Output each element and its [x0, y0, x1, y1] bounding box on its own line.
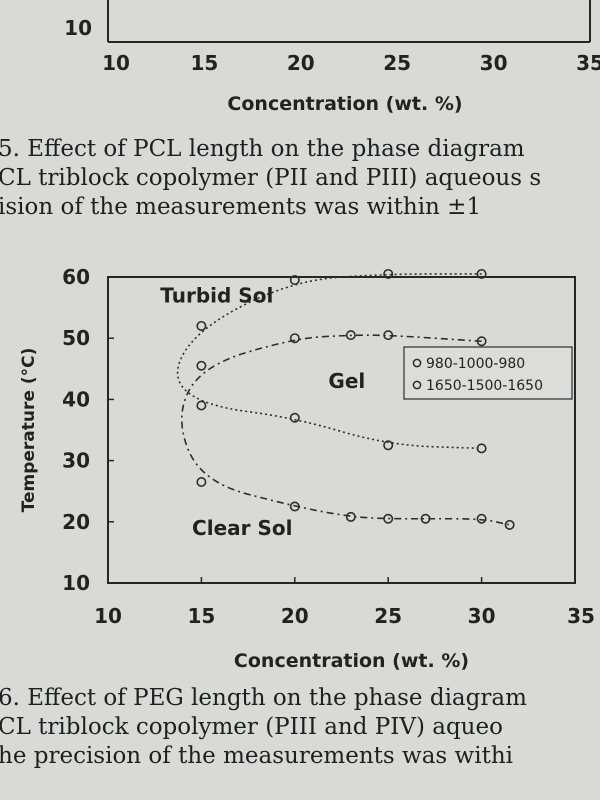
data-point [345, 330, 356, 341]
top-chart-x-tick-label: 20 [287, 51, 315, 75]
data-point [383, 330, 394, 341]
top-chart-x-tick-label: 35 [576, 51, 600, 75]
data-point [289, 501, 300, 512]
x-axis-label: Concentration (wt. %) [234, 650, 469, 672]
top-chart-x-label: Concentration (wt. %) [227, 93, 462, 115]
x-tick-label: 10 [94, 604, 122, 628]
data-point [289, 275, 300, 286]
phase-diagram-chart: 10 20 30 40 50 60 10 15 20 25 30 35 Concentration (w… [19, 265, 595, 672]
x-tick-label: 30 [468, 604, 496, 628]
caption-bottom-line-1: 6. Effect of PEG length on the phase dia… [0, 685, 527, 711]
legend-label: 1650-1500-1650 [426, 378, 543, 394]
data-point [476, 268, 487, 279]
caption-top-line-2: CL triblock copolymer (PII and PIII) aqu… [0, 165, 542, 191]
caption-top-line-1: 5. Effect of PCL length on the phase dia… [0, 136, 525, 162]
legend-marker [412, 358, 422, 368]
y-tick-label: 20 [62, 510, 90, 534]
caption-top: 5. Effect of PCL length on the phase dia… [0, 135, 600, 222]
legend-box [403, 346, 573, 400]
data-point [504, 519, 515, 530]
phase-boundary-line [180, 334, 510, 526]
top-chart-x-tick-label: 25 [383, 51, 411, 75]
data-point [383, 513, 394, 524]
data-point [289, 333, 300, 344]
region-label: Clear Sol [192, 516, 292, 540]
data-point [196, 477, 207, 488]
x-tick-label: 35 [567, 604, 595, 628]
data-point [476, 336, 487, 347]
y-tick-label: 60 [62, 265, 90, 289]
data-point [345, 511, 356, 522]
top-chart-x-tick-label: 15 [190, 51, 218, 75]
y-tick-label: 50 [62, 326, 90, 350]
top-chart-y-tick: 10 [64, 16, 92, 40]
data-point [383, 268, 394, 279]
caption-top-line-3: ision of the measurements was within ±1 [0, 194, 482, 220]
top-chart-x-ticks: 10 15 20 25 30 35 [102, 51, 600, 75]
top-chart: 10 10 15 20 25 30 35 Concentration (wt. %) [64, 0, 600, 115]
x-tick-label: 20 [281, 604, 309, 628]
region-label: Turbid Sol [160, 283, 273, 307]
top-chart-x-tick-label: 30 [480, 51, 508, 75]
data-point [196, 400, 207, 411]
data-point [289, 412, 300, 423]
y-axis-label: Temperature (°C) [19, 348, 39, 513]
x-tick-label: 15 [187, 604, 215, 628]
phase-boundary-line [176, 273, 482, 450]
data-point [420, 513, 431, 524]
region-label: Gel [328, 369, 365, 393]
caption-bottom-line-2: CL triblock copolymer (PIII and PIV) aqu… [0, 714, 503, 740]
caption-bottom: 6. Effect of PEG length on the phase dia… [0, 684, 600, 771]
y-tick-label: 40 [62, 387, 90, 411]
data-point [196, 320, 207, 331]
x-tick-label: 25 [374, 604, 402, 628]
y-tick-label: 30 [62, 449, 90, 473]
data-point [383, 440, 394, 451]
legend-label: 980-1000-980 [426, 356, 525, 372]
data-point [476, 513, 487, 524]
legend-marker [412, 380, 422, 390]
caption-bottom-line-3: he precision of the measurements was wit… [0, 743, 513, 769]
legend: 980-1000-980 1650-1500-1650 [403, 346, 573, 400]
data-point [476, 443, 487, 454]
top-chart-x-tick-label: 10 [102, 51, 130, 75]
y-tick-label: 10 [62, 571, 90, 595]
plot-frame [107, 276, 576, 584]
data-point [196, 360, 207, 371]
